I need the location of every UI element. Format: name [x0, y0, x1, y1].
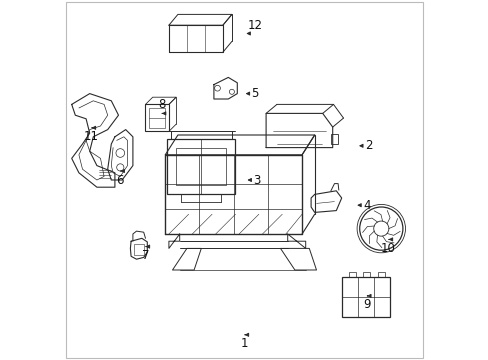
Text: 9: 9 [363, 298, 370, 311]
Text: 7: 7 [142, 249, 149, 262]
Text: 4: 4 [363, 199, 370, 212]
Text: 8: 8 [158, 98, 165, 111]
Bar [145, 104, 168, 131]
Text: 11: 11 [84, 130, 99, 143]
Text: 12: 12 [247, 19, 262, 32]
Bar [149, 108, 165, 128]
Text: 2: 2 [364, 139, 372, 152]
Bar [348, 272, 355, 277]
Text: 1: 1 [240, 337, 248, 350]
Bar [363, 272, 370, 277]
Bar [167, 139, 235, 194]
Bar [330, 134, 337, 144]
Bar [341, 277, 389, 317]
Bar [133, 244, 144, 255]
Text: 10: 10 [380, 242, 395, 255]
Text: 6: 6 [116, 174, 124, 186]
Bar [176, 148, 226, 185]
Text: 3: 3 [253, 174, 260, 186]
Text: 5: 5 [251, 87, 259, 100]
Bar [377, 272, 384, 277]
